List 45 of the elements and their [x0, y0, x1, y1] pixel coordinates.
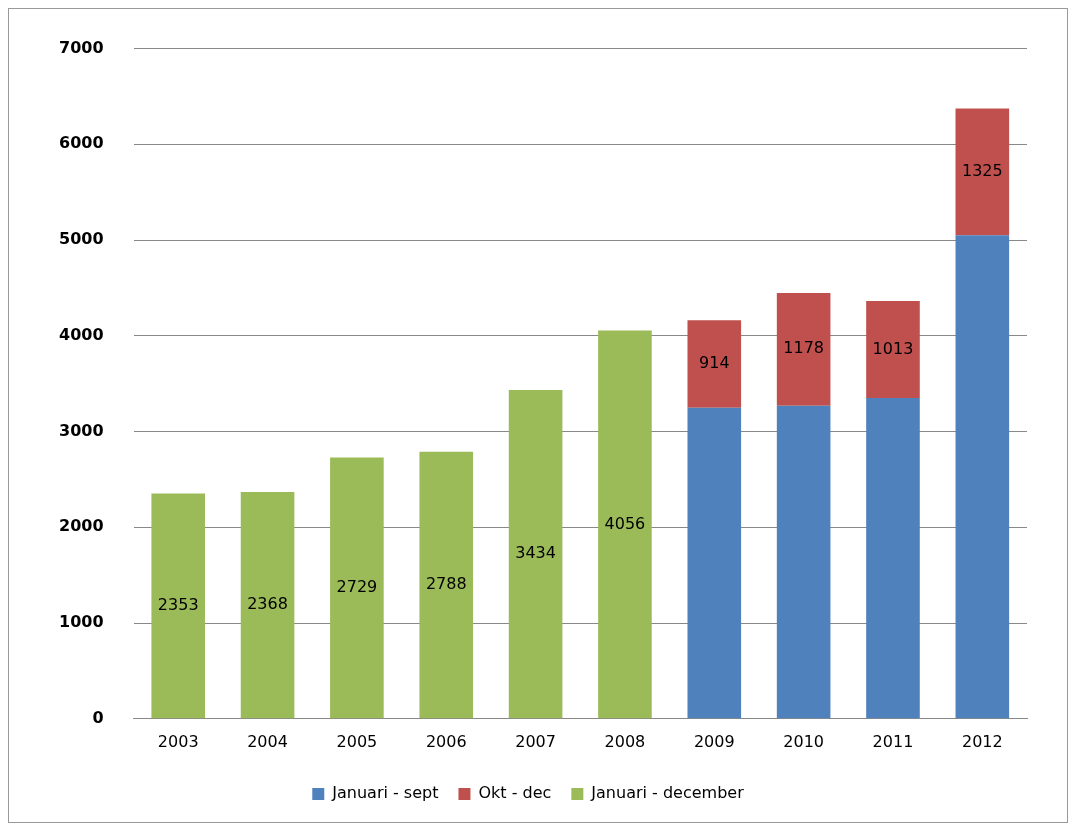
data-label: 2788	[425, 574, 467, 594]
y-tick-label: 5000	[59, 229, 104, 249]
bar	[419, 451, 474, 719]
data-label: 2368	[247, 594, 288, 614]
bar	[776, 292, 831, 406]
legend-label: Januari - december	[590, 783, 745, 803]
data-label: 2353	[157, 595, 199, 615]
bar	[955, 108, 1010, 236]
legend-label: Okt - dec	[478, 783, 552, 803]
x-tick-label: 2005	[336, 731, 378, 751]
y-tick-label: 6000	[59, 133, 104, 153]
y-tick-label: 0	[92, 707, 104, 727]
bar	[955, 235, 1010, 719]
bar	[151, 493, 206, 719]
x-tick-label: 2012	[961, 731, 1003, 751]
data-label: 4056	[604, 513, 646, 533]
x-tick-label: 2003	[157, 731, 199, 751]
bar	[598, 330, 652, 719]
bar	[687, 320, 742, 408]
x-tick-label: 2011	[872, 731, 914, 751]
x-tick-label: 2009	[693, 731, 735, 751]
x-tick-label: 2004	[247, 731, 288, 751]
x-tick-label: 2007	[515, 731, 556, 751]
bar	[508, 390, 563, 719]
data-label: 2729	[336, 577, 378, 597]
x-tick-label: 2006	[425, 731, 467, 751]
data-label: 1178	[783, 338, 824, 358]
bar	[240, 492, 295, 719]
legend-label: Januari - sept	[331, 783, 439, 803]
data-label: 914	[699, 353, 730, 373]
bar	[866, 301, 920, 399]
y-tick-label: 3000	[59, 420, 104, 440]
bar	[330, 457, 384, 719]
bar	[687, 407, 742, 719]
data-label: 1325	[961, 161, 1003, 181]
y-tick-label: 4000	[59, 324, 104, 344]
bar	[866, 398, 920, 719]
y-tick-label: 1000	[59, 612, 104, 632]
bar	[776, 405, 831, 719]
x-tick-label: 2010	[783, 731, 824, 751]
y-tick-label: 2000	[59, 516, 104, 536]
data-label: 3434	[515, 543, 556, 563]
data-label: 1013	[872, 338, 914, 358]
y-tick-label: 7000	[59, 37, 104, 57]
x-tick-label: 2008	[604, 731, 646, 751]
